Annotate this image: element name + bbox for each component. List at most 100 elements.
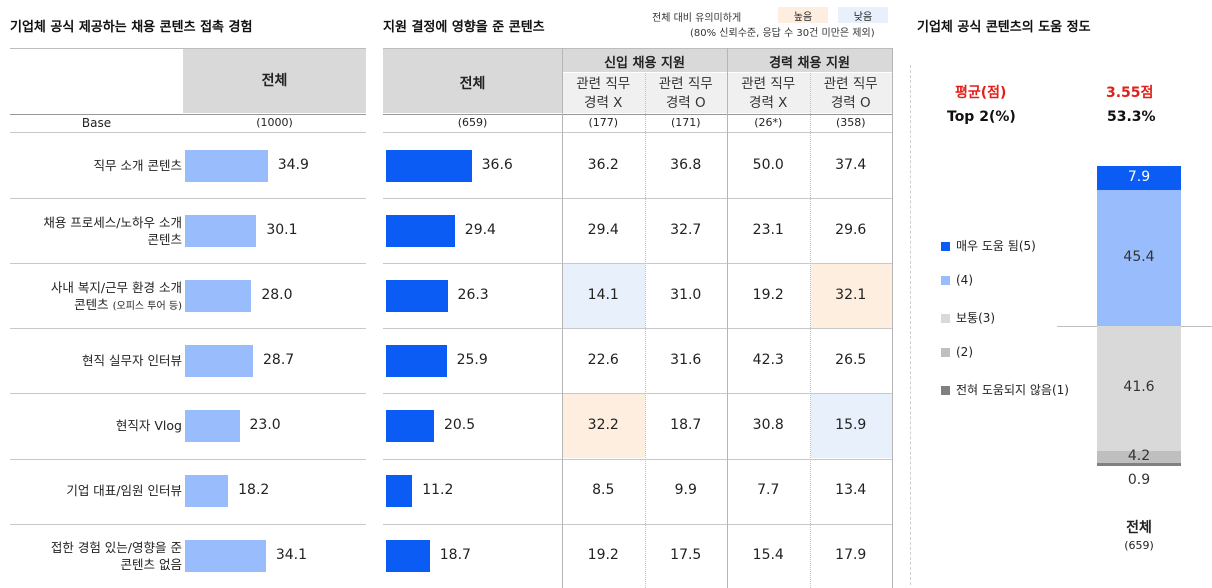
- left-bar-label: 30.1: [266, 221, 298, 238]
- middle-row-rule: [383, 523, 892, 525]
- table-cell: 36.2: [587, 156, 619, 173]
- col-sep-end: [892, 48, 893, 588]
- left-bar: [185, 344, 254, 377]
- middle-row-rule: [383, 393, 892, 395]
- row-label-line2-text: 콘텐츠 없음: [120, 557, 182, 573]
- col-sep-new: [562, 48, 563, 588]
- row-label-line1: 현직 실무자 인터뷰: [82, 352, 182, 368]
- middle-bar-label: 18.7: [439, 547, 471, 564]
- left-bar: [185, 279, 252, 312]
- middle-top-rule: [383, 48, 892, 49]
- left-row-rule: [10, 393, 366, 395]
- stack-segment-label: 45.4: [1123, 248, 1155, 265]
- stack-segment-label: 7.9: [1127, 168, 1151, 185]
- row-label-line1: 직무 소개 콘텐츠: [93, 157, 182, 173]
- row-label: 채용 프로세스/노하우 소개 콘텐츠: [10, 214, 182, 248]
- legend-item: 매우 도움 됨(5): [941, 237, 1036, 254]
- stack-segment: [1097, 189, 1181, 326]
- left-bar-label: 34.9: [277, 156, 309, 173]
- legend-low-label: 낮음: [853, 12, 873, 23]
- middle-base-sub: (358): [835, 116, 866, 129]
- group-career-label: 경력 채용 지원: [769, 56, 850, 71]
- left-bar-label: 28.7: [263, 351, 295, 368]
- legend-swatch: [941, 348, 950, 357]
- row-label-line1: 현직자 Vlog: [115, 417, 182, 433]
- middle-bar-label: 11.2: [422, 482, 454, 499]
- middle-base-sub: (177): [588, 116, 619, 129]
- legend-item: 보통(3): [941, 309, 995, 326]
- left-section-title: 기업체 공식 제공하는 채용 콘텐츠 접촉 경험: [10, 20, 253, 35]
- right-divider: [910, 65, 911, 585]
- stack-segment: [1097, 166, 1181, 190]
- table-cell: 29.4: [587, 221, 619, 238]
- middle-bar-label: 20.5: [443, 416, 476, 433]
- left-base-label: Base: [81, 116, 112, 130]
- legend-label: (4): [956, 273, 973, 287]
- stack-segment: [1097, 463, 1181, 466]
- left-bar: [185, 475, 229, 508]
- table-cell: 19.2: [752, 286, 784, 303]
- significance-highlight: [563, 394, 645, 459]
- avg-value: 3.55점: [1106, 85, 1154, 101]
- sub-header-line2: 경력 X: [749, 95, 788, 111]
- middle-bar: [386, 214, 455, 247]
- middle-base-total: (659): [457, 116, 488, 129]
- row-label-line1: 사내 복지/근무 환경 소개: [50, 279, 182, 295]
- legend-label: 매우 도움 됨(5): [956, 239, 1036, 253]
- row-label: 현직자 Vlog: [10, 417, 182, 434]
- row-label: 직무 소개 콘텐츠: [10, 157, 182, 174]
- stack-segment-label: 41.6: [1123, 379, 1155, 396]
- col-sep-career: [727, 48, 728, 588]
- middle-row-rule: [383, 328, 892, 330]
- left-base-value: (1000): [256, 116, 293, 129]
- left-bar: [185, 214, 257, 247]
- table-cell: 18.7: [670, 416, 702, 433]
- sub-header-line1: 관련 직무: [658, 76, 713, 92]
- legend-swatch: [941, 242, 950, 251]
- left-base-rule: [10, 132, 366, 133]
- table-cell: 7.7: [757, 482, 780, 499]
- significance-highlight: [810, 264, 893, 329]
- table-cell: 31.6: [670, 351, 702, 368]
- legend-swatch: [941, 314, 950, 323]
- row-label-line1: 채용 프로세스/노하우 소개: [43, 214, 182, 230]
- stack-x-base: (659): [1124, 539, 1154, 552]
- left-row-rule: [10, 198, 366, 200]
- middle-base-sub: (26*): [754, 116, 783, 129]
- left-row-rule: [10, 523, 366, 525]
- table-cell: 8.5: [592, 482, 615, 499]
- middle-section-title: 지원 결정에 영향을 준 콘텐츠: [383, 20, 545, 35]
- significance-note-line1: 전체 대비 유의미하게: [652, 13, 742, 24]
- group-new-label: 신입 채용 지원: [604, 56, 685, 71]
- left-header-rule: [10, 114, 366, 115]
- table-cell: 9.9: [674, 482, 697, 499]
- stack-segment-label: 4.2: [1127, 448, 1151, 464]
- row-label-line2-text: 콘텐츠: [147, 231, 182, 247]
- table-cell: 32.1: [835, 286, 867, 303]
- table-cell: 22.6: [587, 351, 619, 368]
- stack-segment: [1097, 325, 1181, 451]
- group-new-cell: [562, 48, 727, 72]
- left-bar: [185, 409, 240, 442]
- table-cell: 32.2: [587, 416, 619, 433]
- row-label-line1: 접한 경험 있는/영향을 준: [50, 540, 182, 556]
- row-label-sub: (오피스 투어 등): [112, 300, 182, 312]
- left-row-rule: [10, 458, 366, 460]
- middle-header-rule: [383, 114, 892, 115]
- sub-header-line2: 경력 O: [665, 95, 706, 111]
- table-cell: 17.5: [670, 547, 702, 564]
- row-label: 사내 복지/근무 환경 소개 콘텐츠 (오피스 투어 등): [10, 279, 182, 315]
- top2-value: 53.3%: [1107, 109, 1156, 125]
- left-row-rule: [10, 328, 366, 330]
- table-cell: 32.7: [670, 221, 702, 238]
- left-header-label: 전체: [261, 73, 288, 89]
- table-cell: 36.8: [670, 156, 702, 173]
- legend-label: 보통(3): [956, 311, 996, 325]
- sub-header-line2: 경력 X: [584, 95, 623, 111]
- table-cell: 15.4: [752, 547, 784, 564]
- middle-row-rule: [383, 198, 892, 200]
- group-career-cell: [727, 48, 892, 72]
- top2-label: Top 2(%): [947, 109, 1016, 125]
- row-label-line1: 기업 대표/임원 인터뷰: [66, 483, 182, 499]
- middle-bar: [386, 475, 413, 508]
